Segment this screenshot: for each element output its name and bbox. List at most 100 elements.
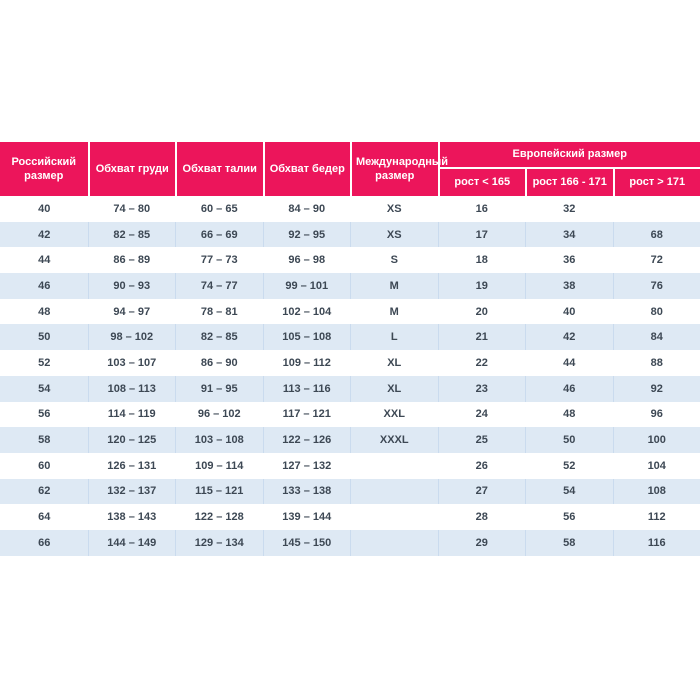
table-cell: 19: [437, 273, 525, 299]
table-cell: 104: [612, 452, 700, 479]
table-cell: 58: [525, 529, 613, 556]
table-cell: 38: [525, 273, 613, 299]
table-cell: 34: [525, 221, 613, 248]
table-cell: M: [350, 273, 438, 299]
column-header-russian-size: Российский размер: [0, 142, 88, 196]
table-cell: 115 – 121: [175, 478, 263, 505]
table-cell: 17: [437, 221, 525, 248]
table-cell: 20: [437, 298, 525, 325]
table-cell: 42: [525, 324, 613, 351]
table-cell: 82 – 85: [175, 324, 263, 351]
table-cell: 138 – 143: [87, 504, 175, 530]
table-cell: 86 – 90: [175, 350, 263, 376]
table-cell: 98 – 102: [87, 324, 175, 351]
table-cell: 60 – 65: [175, 196, 263, 222]
table-row: 46 90 – 93 74 – 77 99 – 101 M 19 38 76: [0, 273, 700, 299]
table-cell: 76: [612, 273, 700, 299]
table-cell: S: [350, 247, 438, 274]
table-cell: 28: [437, 504, 525, 530]
table-cell: 66 – 69: [175, 221, 263, 248]
table-cell: 109 – 114: [175, 452, 263, 479]
table-cell: 52: [0, 350, 88, 376]
table-cell: 116: [612, 529, 700, 556]
table-row: 54 108 – 113 91 – 95 113 – 116 XL 23 46 92: [0, 375, 700, 402]
table-cell: 113 – 116: [262, 375, 350, 402]
table-cell: 103 – 107: [87, 350, 175, 376]
table-cell: 103 – 108: [175, 427, 263, 453]
table-cell: 88: [612, 350, 700, 376]
column-header-height-gt-171: рост > 171: [612, 169, 700, 196]
table-cell: 91 – 95: [175, 375, 263, 402]
table-cell: [350, 504, 438, 530]
table-cell: 84 – 90: [262, 196, 350, 222]
table-cell: XS: [350, 221, 438, 248]
table-cell: 46: [0, 273, 88, 299]
table-cell: 48: [0, 298, 88, 325]
table-cell: 48: [525, 401, 613, 428]
column-header-waist: Обхват талии: [175, 142, 263, 196]
table-cell: 29: [437, 529, 525, 556]
table-cell: 66: [0, 529, 88, 556]
table-cell: 40: [525, 298, 613, 325]
table-cell: 90 – 93: [87, 273, 175, 299]
table-cell: 44: [525, 350, 613, 376]
table-cell: 78 – 81: [175, 298, 263, 325]
table-cell: 96 – 102: [175, 401, 263, 428]
table-cell: 92: [612, 375, 700, 402]
table-cell: 100: [612, 427, 700, 453]
table-cell: 92 – 95: [262, 221, 350, 248]
column-header-height-lt-165: рост < 165: [437, 169, 525, 196]
table-row: 42 82 – 85 66 – 69 92 – 95 XS 17 34 68: [0, 221, 700, 248]
table-cell: 58: [0, 427, 88, 453]
table-cell: 102 – 104: [262, 298, 350, 325]
table-cell: 54: [0, 375, 88, 402]
table-cell: 46: [525, 375, 613, 402]
column-group-european-size: Европейский размер: [437, 142, 700, 169]
table-cell: 144 – 149: [87, 529, 175, 556]
table-cell: 145 – 150: [262, 529, 350, 556]
table-cell: 42: [0, 221, 88, 248]
table-cell: 21: [437, 324, 525, 351]
table-row: 60 126 – 131 109 – 114 127 – 132 26 52 104: [0, 452, 700, 479]
table-cell: 40: [0, 196, 88, 222]
table-cell: XS: [350, 196, 438, 222]
table-cell: [350, 529, 438, 556]
table-cell: 127 – 132: [262, 452, 350, 479]
table-cell: 74 – 80: [87, 196, 175, 222]
header-row-sub: рост < 165 рост 166 - 171 рост > 171: [0, 169, 700, 196]
table-cell: 52: [525, 452, 613, 479]
table-cell: 50: [525, 427, 613, 453]
column-header-chest: Обхват груди: [87, 142, 175, 196]
size-table-header: Российский размер Обхват груди Обхват та…: [0, 142, 700, 196]
table-cell: 44: [0, 247, 88, 274]
table-cell: 109 – 112: [262, 350, 350, 376]
table-cell: 62: [0, 478, 88, 505]
table-cell: 80: [612, 298, 700, 325]
table-row: 50 98 – 102 82 – 85 105 – 108 L 21 42 84: [0, 324, 700, 351]
column-header-height-166-171: рост 166 - 171: [525, 169, 613, 196]
table-row: 58 120 – 125 103 – 108 122 – 126 XXXL 25 50 100: [0, 427, 700, 453]
table-cell: 16: [437, 196, 525, 222]
table-row: 52 103 – 107 86 – 90 109 – 112 XL 22 44 88: [0, 350, 700, 376]
table-row: 56 114 – 119 96 – 102 117 – 121 XXL 24 48 96: [0, 401, 700, 428]
table-cell: 105 – 108: [262, 324, 350, 351]
table-cell: 96 – 98: [262, 247, 350, 274]
table-cell: XXXL: [350, 427, 438, 453]
table-cell: 27: [437, 478, 525, 505]
table-cell: 120 – 125: [87, 427, 175, 453]
table-cell: 25: [437, 427, 525, 453]
table-cell: 114 – 119: [87, 401, 175, 428]
column-header-hips: Обхват бедер: [262, 142, 350, 196]
table-row: 40 74 – 80 60 – 65 84 – 90 XS 16 32: [0, 196, 700, 222]
table-row: 62 132 – 137 115 – 121 133 – 138 27 54 108: [0, 478, 700, 505]
table-cell: 129 – 134: [175, 529, 263, 556]
size-table: Российский размер Обхват груди Обхват та…: [0, 142, 700, 556]
table-cell: 94 – 97: [87, 298, 175, 325]
table-cell: 74 – 77: [175, 273, 263, 299]
table-cell: 24: [437, 401, 525, 428]
table-cell: 117 – 121: [262, 401, 350, 428]
table-cell: 32: [525, 196, 613, 222]
table-cell: 82 – 85: [87, 221, 175, 248]
table-cell: L: [350, 324, 438, 351]
